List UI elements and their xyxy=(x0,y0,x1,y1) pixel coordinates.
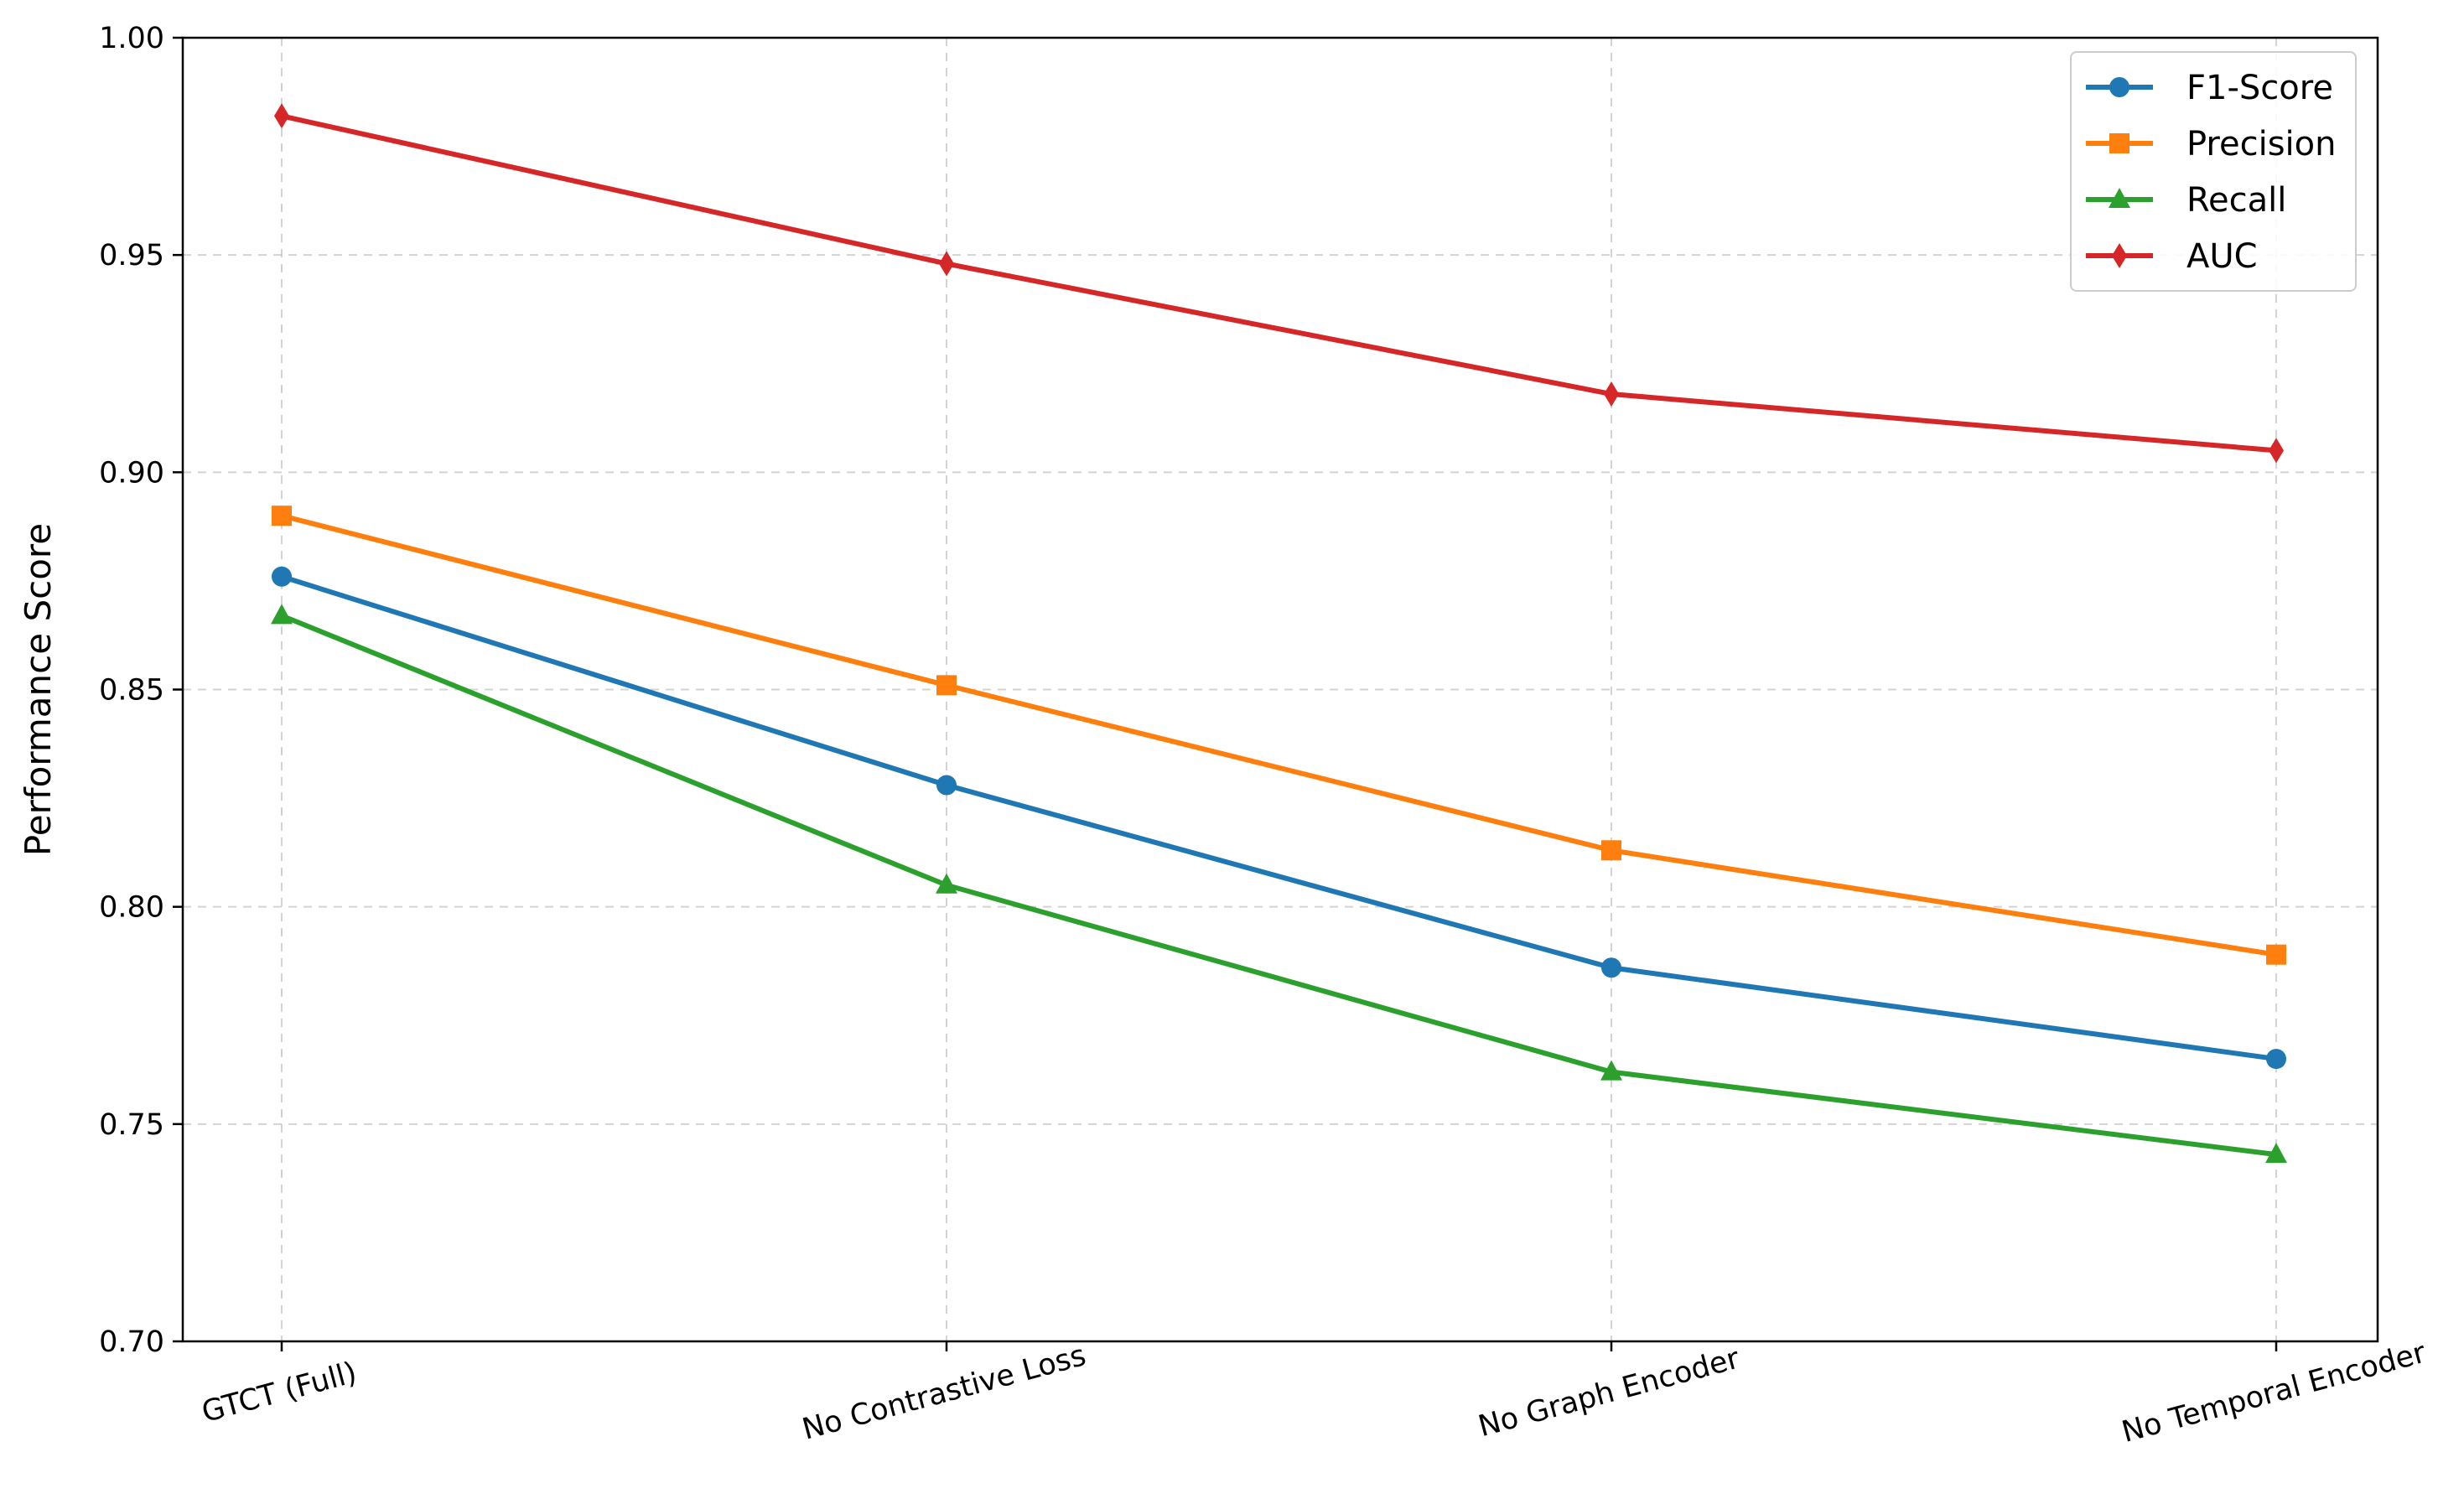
f1-score-line xyxy=(281,573,2277,1062)
precision-point xyxy=(272,506,292,526)
series-precision xyxy=(272,506,2286,965)
precision-line xyxy=(281,513,2277,957)
series-auc xyxy=(274,103,2284,464)
recall-point xyxy=(1600,1060,1622,1081)
y-tick-label: 0.95 xyxy=(99,239,164,272)
y-tick-label: 0.85 xyxy=(99,674,164,708)
legend-label: Recall xyxy=(2186,181,2286,220)
legend-item-f1-score: F1-Score xyxy=(2086,69,2333,107)
x-tick-label: No Graph Encoder xyxy=(1475,1341,1743,1444)
legend: F1-Score Precision Recall AUC xyxy=(2070,51,2357,292)
y-tick-label: 0.80 xyxy=(99,891,164,925)
x-tick-label: No Temporal Encoder xyxy=(2119,1336,2430,1450)
auc-point xyxy=(1604,381,1619,407)
f1-score-point xyxy=(1601,957,1621,978)
legend-label: AUC xyxy=(2186,237,2258,276)
y-tick-label: 1.00 xyxy=(99,22,164,55)
precision-point xyxy=(936,675,957,696)
legend-item-precision: Precision xyxy=(2086,125,2336,163)
auc-point xyxy=(939,251,954,277)
recall-line xyxy=(280,613,2277,1158)
x-tick-label: No Contrastive Loss xyxy=(799,1339,1090,1447)
auc-point xyxy=(2269,438,2284,464)
precision-point xyxy=(2266,944,2286,965)
f1-score-point xyxy=(272,566,292,587)
legend-marker xyxy=(2109,133,2129,153)
y-axis-label: Performance Score xyxy=(18,523,59,856)
legend-label: Precision xyxy=(2186,125,2336,163)
y-tick-label: 0.70 xyxy=(99,1325,164,1359)
series-layer xyxy=(271,103,2287,1164)
plot-frame xyxy=(181,36,2379,1343)
y-tick-label: 0.90 xyxy=(99,456,164,490)
grid-layer xyxy=(183,37,2378,1342)
auc-line xyxy=(281,113,2277,454)
legend-marker xyxy=(2112,243,2127,268)
legend-item-auc: AUC xyxy=(2086,237,2258,276)
f1-score-point xyxy=(936,775,957,796)
legend-box xyxy=(2070,51,2357,292)
legend-marker xyxy=(2109,77,2129,97)
x-tick-label: GTCT (Full) xyxy=(199,1356,361,1430)
recall-point xyxy=(271,604,293,625)
y-tick-label: 0.75 xyxy=(99,1108,164,1142)
recall-point xyxy=(2265,1143,2287,1164)
legend-marker xyxy=(2109,188,2130,208)
f1-score-point xyxy=(2266,1049,2286,1070)
legend-label: F1-Score xyxy=(2186,69,2333,107)
auc-point xyxy=(274,103,289,129)
series-recall xyxy=(271,604,2287,1164)
series-f1-score xyxy=(272,566,2286,1070)
recall-point xyxy=(936,873,957,894)
legend-item-recall: Recall xyxy=(2086,181,2286,220)
precision-point xyxy=(1601,840,1621,861)
